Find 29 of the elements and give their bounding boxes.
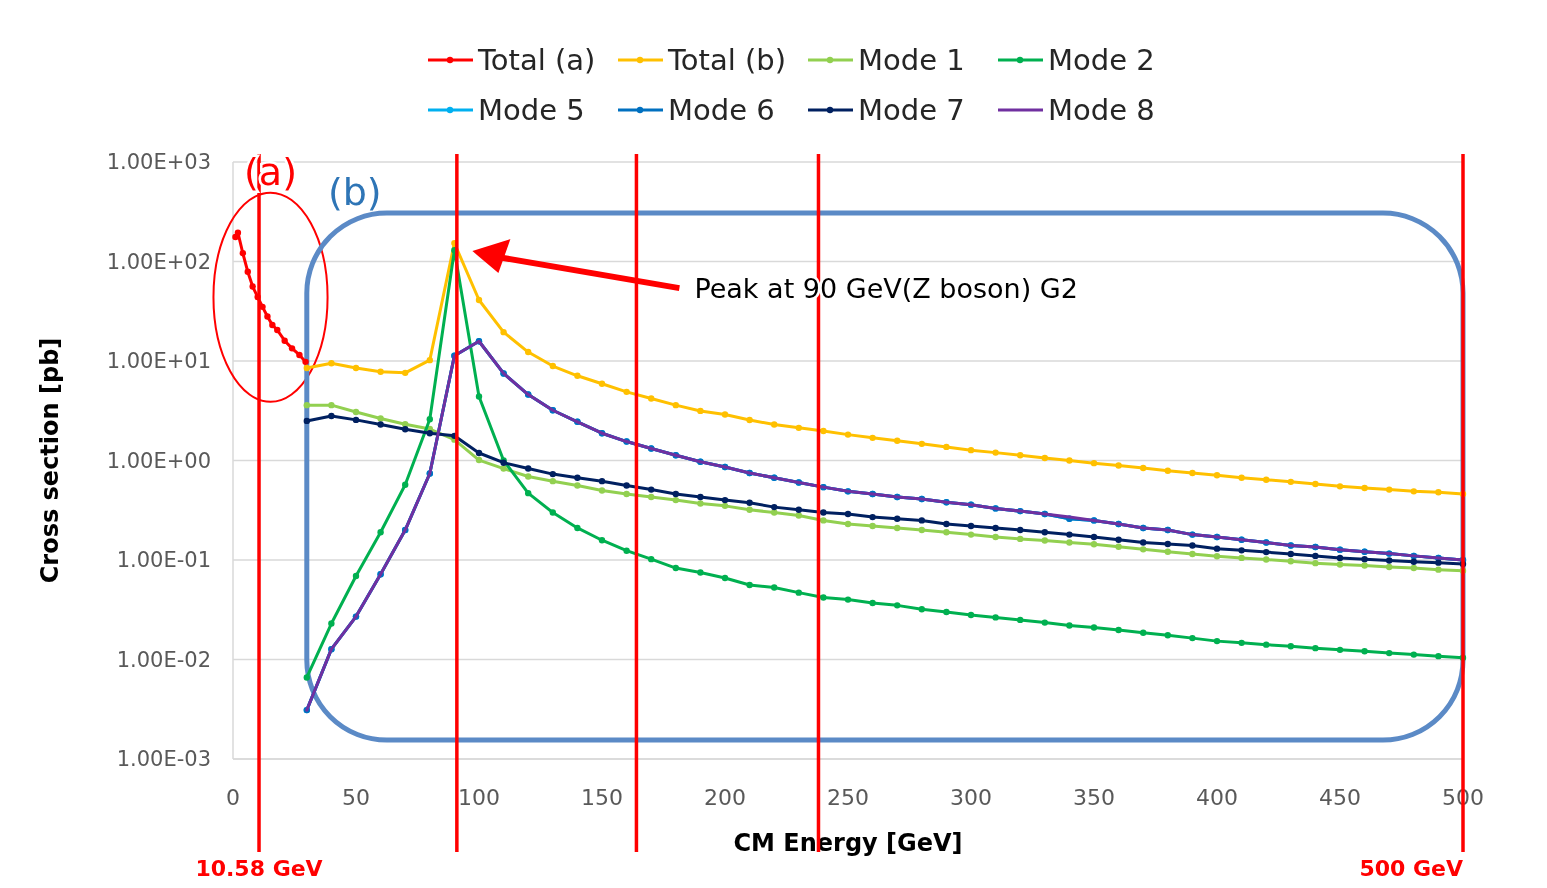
x-tick-label: 450	[1319, 785, 1361, 810]
legend-label: Mode 8	[1048, 93, 1155, 128]
x-tick-label: 100	[458, 785, 500, 810]
legend-label: Total (b)	[667, 43, 786, 78]
legend-label: Mode 6	[668, 93, 775, 128]
x-tick-label: 350	[1073, 785, 1115, 810]
x-tick-label: 250	[827, 785, 869, 810]
y-tick-label: 1.00E-03	[116, 747, 211, 772]
x-tick-label: 150	[581, 785, 623, 810]
ref-line-label: 10.58 GeV	[195, 856, 323, 881]
legend-label: Mode 1	[858, 43, 965, 78]
legend-label: Mode 7	[858, 93, 965, 128]
x-tick-label: 50	[342, 785, 370, 810]
y-tick-label: 1.00E-02	[116, 647, 211, 672]
y-tick-label: 1.00E+00	[106, 448, 211, 473]
legend-label: Mode 5	[478, 93, 585, 128]
y-tick-label: 1.00E+01	[106, 349, 211, 374]
y-tick-label: 1.00E-01	[116, 548, 211, 573]
legend-label: Mode 2	[1048, 43, 1155, 78]
x-tick-label: 0	[226, 785, 240, 810]
y-tick-label: 1.00E+03	[106, 150, 211, 175]
y-tick-label: 1.00E+02	[106, 249, 211, 274]
ref-line-label: 500 GeV	[1359, 856, 1463, 881]
y-axis-title: Cross section [pb]	[36, 337, 64, 584]
annotation: (b)	[327, 170, 382, 215]
x-tick-label: 300	[950, 785, 992, 810]
x-tick-label: 400	[1196, 785, 1238, 810]
legend-label: Total (a)	[477, 43, 596, 78]
x-tick-label: 200	[704, 785, 746, 810]
